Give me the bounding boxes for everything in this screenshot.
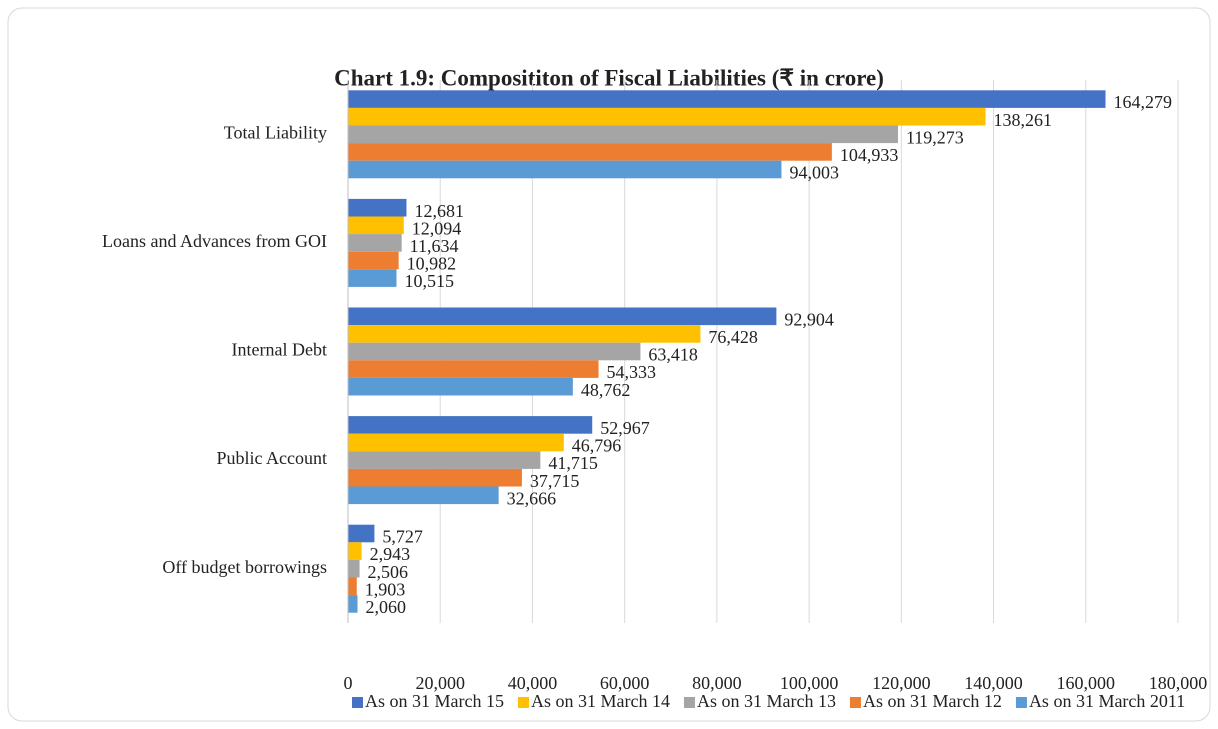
data-label: 46,796 — [572, 436, 622, 456]
data-label: 37,715 — [530, 471, 580, 491]
data-label: 10,982 — [407, 254, 457, 274]
x-tick-label: 60,000 — [600, 673, 650, 693]
y-tick-label: Internal Debt — [232, 340, 327, 360]
legend-swatch — [517, 697, 529, 708]
legend-label: As on 31 March 2011 — [1029, 691, 1185, 711]
chart-title: Chart 1.9: Composititon of Fiscal Liabil… — [334, 65, 884, 90]
bar — [348, 342, 641, 361]
data-label: 164,279 — [1114, 92, 1173, 112]
bar — [348, 90, 1106, 108]
data-label: 10,515 — [404, 271, 454, 291]
bar — [348, 216, 404, 235]
x-tick-label: 40,000 — [508, 673, 558, 693]
data-label: 2,943 — [370, 544, 411, 564]
bar — [348, 269, 397, 287]
data-label: 54,333 — [607, 362, 657, 382]
bar — [348, 360, 599, 378]
bar — [348, 524, 375, 543]
data-label: 94,003 — [789, 163, 839, 183]
data-label: 1,903 — [365, 579, 406, 599]
bar — [348, 451, 541, 469]
bar — [348, 160, 782, 179]
bar — [348, 486, 499, 505]
data-label: 104,933 — [840, 145, 899, 165]
data-label: 48,762 — [581, 380, 631, 400]
bar — [348, 198, 407, 217]
x-tick-label: 20,000 — [415, 673, 465, 693]
legend-swatch — [352, 697, 363, 708]
legend-swatch — [849, 697, 861, 708]
bar — [348, 325, 701, 343]
data-label: 92,904 — [784, 309, 834, 329]
y-tick-label: Off budget borrowings — [162, 557, 327, 577]
y-tick-label: Loans and Advances from GOI — [102, 231, 327, 251]
data-label: 12,094 — [412, 218, 462, 238]
legend-swatch — [1015, 697, 1027, 708]
bar — [348, 251, 399, 270]
bar — [348, 577, 357, 596]
data-label: 32,666 — [507, 488, 557, 508]
data-label: 52,967 — [600, 418, 650, 438]
data-label: 5,727 — [382, 527, 423, 547]
bar — [348, 377, 573, 396]
bar — [348, 433, 564, 452]
bar — [348, 143, 832, 161]
data-label: 119,273 — [906, 127, 964, 147]
data-label: 76,428 — [708, 327, 758, 347]
data-label: 41,715 — [548, 453, 598, 473]
data-label: 2,506 — [368, 562, 409, 582]
x-tick-label: 120,000 — [872, 673, 931, 693]
chart-frame — [7, 7, 1211, 722]
legend-label: As on 31 March 12 — [863, 691, 1002, 711]
data-label: 11,634 — [410, 236, 459, 256]
bar — [348, 125, 898, 144]
x-tick-label: 0 — [344, 673, 353, 693]
legend-label: As on 31 March 13 — [697, 691, 836, 711]
bar — [348, 234, 402, 252]
x-tick-label: 140,000 — [964, 673, 1023, 693]
legend-label: As on 31 March 15 — [365, 691, 504, 711]
x-tick-label: 160,000 — [1057, 673, 1116, 693]
bar — [348, 542, 362, 560]
bar — [348, 595, 358, 613]
bar — [348, 416, 593, 434]
x-tick-label: 80,000 — [692, 673, 742, 693]
x-tick-label: 180,000 — [1149, 673, 1208, 693]
data-label: 12,681 — [414, 201, 464, 221]
legend-label: As on 31 March 14 — [531, 691, 670, 711]
bar — [348, 559, 360, 578]
bar — [348, 107, 986, 126]
x-tick-label: 100,000 — [780, 673, 839, 693]
y-tick-label: Total Liability — [224, 122, 327, 142]
bar — [348, 307, 777, 326]
legend-swatch — [683, 697, 695, 708]
data-label: 138,261 — [994, 110, 1053, 130]
bar — [348, 468, 522, 487]
y-tick-label: Public Account — [217, 448, 328, 468]
data-label: 2,060 — [365, 597, 406, 617]
data-label: 63,418 — [648, 345, 698, 365]
